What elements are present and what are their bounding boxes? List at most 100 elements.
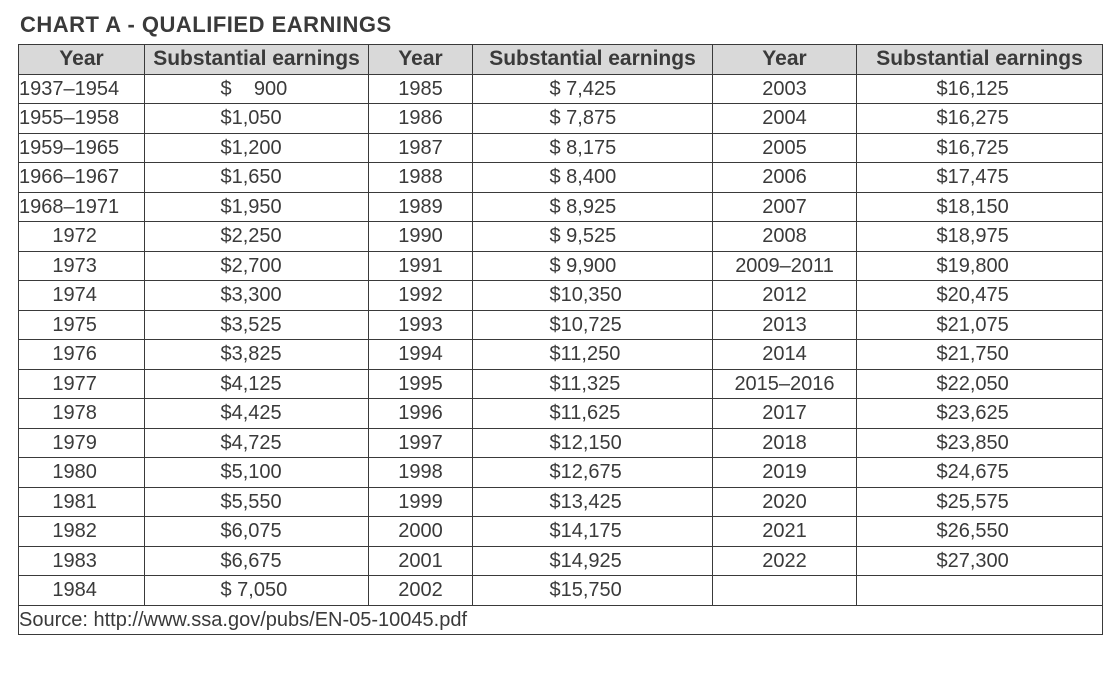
cell-year-c: 2017 xyxy=(713,399,857,429)
cell-earn-a: $1,050 xyxy=(145,104,369,134)
cell-year-c: 2014 xyxy=(713,340,857,370)
cell-earn-c xyxy=(857,576,1103,606)
cell-earn-b: $ 9,900 xyxy=(473,251,713,281)
cell-year-b: 1986 xyxy=(369,104,473,134)
table-row: 1968–1971$1,9501989$ 8,9252007$18,150 xyxy=(19,192,1103,222)
cell-year-c: 2006 xyxy=(713,163,857,193)
cell-year-b: 2000 xyxy=(369,517,473,547)
cell-year-a: 1955–1958 xyxy=(19,104,145,134)
cell-earn-b: $ 7,875 xyxy=(473,104,713,134)
cell-earn-a: $5,550 xyxy=(145,487,369,517)
cell-earn-b: $11,325 xyxy=(473,369,713,399)
cell-year-c xyxy=(713,576,857,606)
cell-year-b: 1985 xyxy=(369,74,473,104)
cell-year-a: 1973 xyxy=(19,251,145,281)
table-row: 1982$6,0752000$14,1752021$26,550 xyxy=(19,517,1103,547)
cell-earn-b: $14,175 xyxy=(473,517,713,547)
cell-year-b: 2001 xyxy=(369,546,473,576)
table-source-row: Source: http://www.ssa.gov/pubs/EN-05-10… xyxy=(19,605,1103,635)
cell-year-b: 1988 xyxy=(369,163,473,193)
cell-earn-a: $2,700 xyxy=(145,251,369,281)
cell-year-a: 1982 xyxy=(19,517,145,547)
cell-year-c: 2012 xyxy=(713,281,857,311)
cell-year-b: 1993 xyxy=(369,310,473,340)
cell-earn-b: $ 9,525 xyxy=(473,222,713,252)
cell-year-c: 2009–2011 xyxy=(713,251,857,281)
cell-earn-b: $10,725 xyxy=(473,310,713,340)
cell-year-c: 2021 xyxy=(713,517,857,547)
col-header-year-1: Year xyxy=(19,45,145,75)
cell-year-a: 1974 xyxy=(19,281,145,311)
cell-year-a: 1980 xyxy=(19,458,145,488)
cell-year-b: 1998 xyxy=(369,458,473,488)
cell-year-b: 1996 xyxy=(369,399,473,429)
table-row: 1984$ 7,0502002$15,750 xyxy=(19,576,1103,606)
cell-year-a: 1975 xyxy=(19,310,145,340)
cell-year-b: 1992 xyxy=(369,281,473,311)
cell-earn-c: $26,550 xyxy=(857,517,1103,547)
cell-year-b: 1987 xyxy=(369,133,473,163)
cell-earn-c: $17,475 xyxy=(857,163,1103,193)
cell-year-c: 2007 xyxy=(713,192,857,222)
col-header-year-3: Year xyxy=(713,45,857,75)
cell-earn-c: $16,725 xyxy=(857,133,1103,163)
table-row: 1973$2,7001991$ 9,9002009–2011$19,800 xyxy=(19,251,1103,281)
cell-year-c: 2022 xyxy=(713,546,857,576)
cell-year-c: 2013 xyxy=(713,310,857,340)
col-header-year-2: Year xyxy=(369,45,473,75)
cell-year-a: 1983 xyxy=(19,546,145,576)
cell-earn-c: $16,275 xyxy=(857,104,1103,134)
cell-earn-a: $3,825 xyxy=(145,340,369,370)
table-row: 1977$4,1251995$11,3252015–2016$22,050 xyxy=(19,369,1103,399)
cell-year-c: 2018 xyxy=(713,428,857,458)
cell-year-b: 1994 xyxy=(369,340,473,370)
cell-year-c: 2005 xyxy=(713,133,857,163)
cell-year-b: 1990 xyxy=(369,222,473,252)
cell-earn-b: $13,425 xyxy=(473,487,713,517)
table-row: 1937–1954$ 9001985$ 7,4252003$16,125 xyxy=(19,74,1103,104)
cell-year-a: 1976 xyxy=(19,340,145,370)
earnings-table: Year Substantial earnings Year Substanti… xyxy=(18,44,1103,635)
cell-earn-c: $25,575 xyxy=(857,487,1103,517)
cell-year-a: 1972 xyxy=(19,222,145,252)
cell-earn-a: $6,675 xyxy=(145,546,369,576)
cell-year-b: 1991 xyxy=(369,251,473,281)
cell-earn-c: $18,150 xyxy=(857,192,1103,222)
table-row: 1979$4,7251997$12,1502018$23,850 xyxy=(19,428,1103,458)
cell-earn-c: $21,075 xyxy=(857,310,1103,340)
cell-earn-c: $23,625 xyxy=(857,399,1103,429)
cell-earn-a: $4,725 xyxy=(145,428,369,458)
table-row: 1981$5,5501999$13,4252020$25,575 xyxy=(19,487,1103,517)
cell-year-a: 1977 xyxy=(19,369,145,399)
table-row: 1980$5,1001998$12,6752019$24,675 xyxy=(19,458,1103,488)
cell-earn-b: $15,750 xyxy=(473,576,713,606)
cell-earn-b: $14,925 xyxy=(473,546,713,576)
cell-year-a: 1984 xyxy=(19,576,145,606)
table-row: 1983$6,6752001$14,9252022$27,300 xyxy=(19,546,1103,576)
cell-earn-b: $11,250 xyxy=(473,340,713,370)
table-header-row: Year Substantial earnings Year Substanti… xyxy=(19,45,1103,75)
cell-year-a: 1968–1971 xyxy=(19,192,145,222)
cell-year-b: 1995 xyxy=(369,369,473,399)
table-row: 1966–1967$1,6501988$ 8,4002006$17,475 xyxy=(19,163,1103,193)
cell-earn-a: $2,250 xyxy=(145,222,369,252)
col-header-earn-3: Substantial earnings xyxy=(857,45,1103,75)
cell-year-a: 1979 xyxy=(19,428,145,458)
cell-earn-c: $18,975 xyxy=(857,222,1103,252)
cell-earn-c: $19,800 xyxy=(857,251,1103,281)
cell-earn-c: $22,050 xyxy=(857,369,1103,399)
cell-year-a: 1966–1967 xyxy=(19,163,145,193)
cell-earn-c: $16,125 xyxy=(857,74,1103,104)
cell-earn-a: $1,950 xyxy=(145,192,369,222)
cell-year-b: 2002 xyxy=(369,576,473,606)
cell-year-b: 1997 xyxy=(369,428,473,458)
cell-year-c: 2003 xyxy=(713,74,857,104)
col-header-earn-2: Substantial earnings xyxy=(473,45,713,75)
cell-earn-b: $12,675 xyxy=(473,458,713,488)
cell-earn-b: $10,350 xyxy=(473,281,713,311)
cell-earn-c: $23,850 xyxy=(857,428,1103,458)
cell-earn-b: $ 8,175 xyxy=(473,133,713,163)
table-row: 1976$3,8251994$11,2502014$21,750 xyxy=(19,340,1103,370)
cell-earn-c: $20,475 xyxy=(857,281,1103,311)
cell-earn-a: $6,075 xyxy=(145,517,369,547)
